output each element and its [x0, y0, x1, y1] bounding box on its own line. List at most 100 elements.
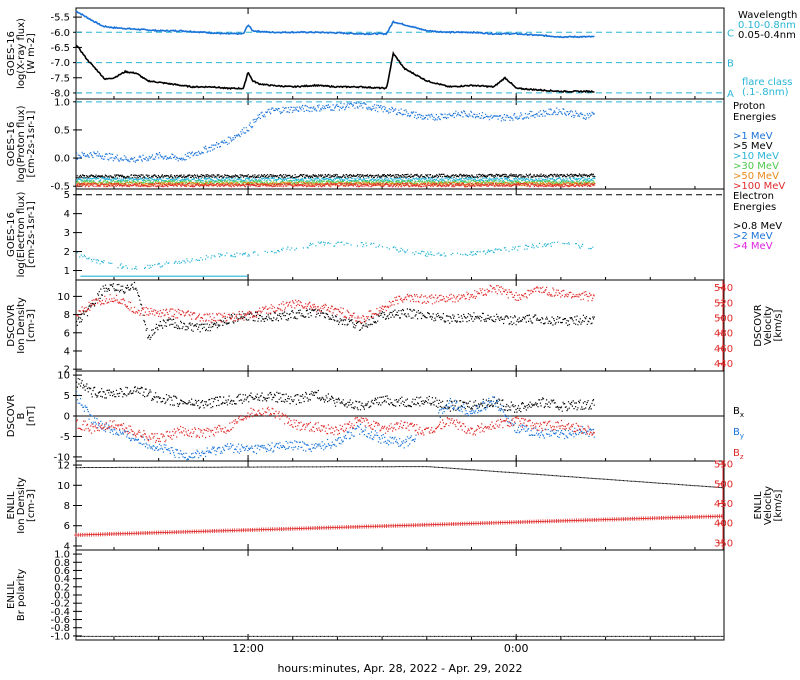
y-axis-label: GOES-16: [6, 31, 17, 76]
y-axis-label: [cm-3]: [26, 489, 37, 522]
y-tick-label: -5: [60, 432, 70, 443]
y-tick-label: 1.0: [54, 97, 70, 108]
y-axis-label: [W m-2]: [26, 33, 37, 74]
legend-item: >4 MeV: [733, 241, 773, 252]
legend-item: By: [733, 427, 744, 440]
flare-class-label: flare class: [742, 77, 792, 88]
legend-item: >50 MeV: [733, 171, 779, 182]
y-tick-label: 2: [64, 365, 70, 376]
series-electron-0: [76, 241, 594, 270]
legend-item: Bz: [733, 448, 744, 461]
legend-item: >2 MeV: [733, 231, 773, 242]
y-tick-label: 0: [64, 412, 70, 423]
y-tick-label: -0.6: [50, 615, 70, 626]
y-tick-label: 5: [64, 190, 70, 201]
y-axis-label: log(X-ray flux): [16, 18, 27, 89]
panel-electron: [73, 188, 725, 281]
x-tick-label: 0:00: [504, 642, 529, 655]
right-y-tick-label: 350: [714, 538, 733, 549]
legend-item: >0.8 MeV: [733, 221, 782, 232]
panel-enlil_polarity: [73, 549, 725, 641]
y-tick-label: 1: [64, 266, 70, 277]
right-axis-label: [km/s]: [773, 309, 784, 341]
legend-item: >5 MeV: [733, 141, 773, 152]
series-dots: [76, 181, 596, 187]
panel-frame-enlil_density: [75, 460, 725, 551]
legend-item: >30 MeV: [733, 161, 779, 172]
right-y-tick-label: 440: [714, 359, 733, 370]
panel-frame-enlil_polarity: [75, 549, 725, 641]
right-axis-label: Velocity: [763, 486, 774, 525]
flare-class-letter: A: [727, 89, 734, 100]
right-y-tick-label: 540: [714, 283, 733, 294]
panel-dscovr_bfield: [73, 370, 725, 462]
legend-item: >1 MeV: [733, 131, 773, 142]
panel-dscovr_density: [73, 279, 725, 372]
y-tick-label: 10: [57, 292, 70, 303]
series-dots: [76, 180, 596, 185]
y-tick-label: -7.0: [50, 58, 70, 69]
series-dots: [76, 391, 595, 461]
right-axis-label: [km/s]: [773, 489, 784, 521]
y-tick-label: 5: [64, 391, 70, 402]
y-tick-label: 1.0: [54, 550, 70, 561]
y-tick-label: 8: [64, 501, 70, 512]
flare-class-label: (.1-.8nm): [742, 87, 789, 98]
y-tick-label: 6: [64, 328, 70, 339]
y-axis-label: GOES-16: [6, 122, 17, 167]
y-tick-label: 2: [64, 247, 70, 258]
y-axis-label: [cm-3]: [26, 309, 37, 342]
y-tick-label: 0.4: [54, 574, 70, 585]
y-tick-label: -8.0: [50, 88, 70, 99]
y-axis-label: GOES-16: [6, 212, 17, 257]
legend-item: 0.10-0.8nm: [738, 20, 796, 31]
y-axis-label: B: [16, 412, 27, 419]
series-enlil_polarity-0: [76, 635, 725, 637]
y-tick-label: -10: [54, 452, 70, 463]
y-tick-label: 6: [64, 521, 70, 532]
series-proton-0: [76, 102, 595, 163]
y-axis-label: [cm-2s-1sr-1]: [26, 110, 37, 177]
series-dscovr_density-1: [76, 284, 595, 324]
y-tick-label: 0.8: [54, 558, 70, 569]
series-proton-3: [76, 180, 596, 185]
x-axis-label: hours:minutes, Apr. 28, 2022 - Apr. 29, …: [277, 662, 522, 675]
y-tick-label: -0.5: [50, 182, 70, 193]
y-axis-label: [nT]: [26, 406, 37, 426]
y-axis-label: log(Proton flux): [16, 105, 27, 182]
panel-enlil_density: [73, 460, 725, 551]
series-enlil_density-1: [74, 514, 724, 538]
y-axis-label: ENLIL: [6, 581, 17, 609]
right-y-tick-label: 520: [714, 298, 733, 309]
y-axis-label: Ion Density: [16, 477, 27, 534]
series-dots: [76, 241, 594, 270]
y-axis-label: [cm-2s-1sr-1]: [26, 201, 37, 268]
right-y-tick-label: 460: [714, 344, 733, 355]
series-dots: [76, 284, 595, 324]
y-tick-label: -7.5: [50, 73, 70, 84]
panel-xray: [73, 7, 725, 100]
legend-title: Proton Energies: [733, 101, 776, 123]
series-dots: [76, 102, 595, 163]
y-tick-label: 3: [64, 228, 70, 239]
series-line: [75, 44, 595, 94]
y-tick-label: 4: [64, 541, 70, 552]
legend-title: Wavelength: [738, 10, 797, 21]
series-proton-4: [76, 181, 596, 187]
panel-frame-electron: [75, 188, 725, 281]
y-tick-label: 12: [57, 461, 70, 472]
y-axis-label: log(Electron flux): [16, 192, 27, 278]
legend-item: >10 MeV: [733, 151, 779, 162]
panel-proton: [73, 98, 725, 190]
series-dscovr_density-0: [76, 281, 595, 340]
x-tick-label: 12:00: [232, 642, 264, 655]
series-dots: [76, 182, 596, 188]
y-tick-label: 0.2: [54, 582, 70, 593]
series-proton-5: [76, 182, 596, 188]
right-axis-label: Velocity: [763, 306, 774, 345]
y-tick-label: 0.0: [54, 154, 70, 165]
series-dscovr_bfield-0: [76, 378, 595, 413]
y-tick-label: 4: [64, 209, 70, 220]
y-tick-label: -0.2: [50, 599, 70, 610]
